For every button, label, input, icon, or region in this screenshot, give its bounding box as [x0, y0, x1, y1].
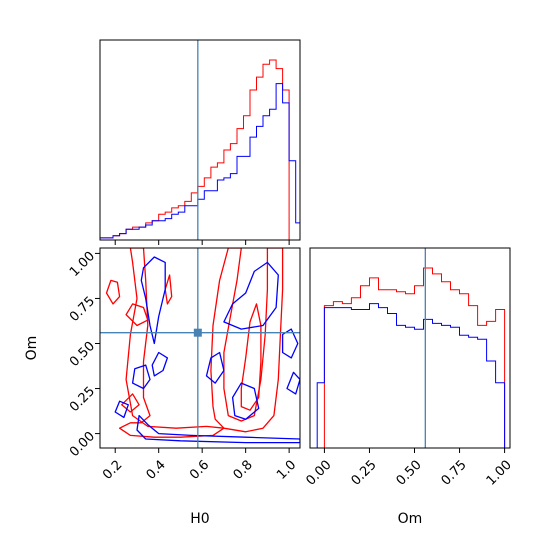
contour-6: [164, 274, 173, 305]
h0-x-tick-label-1: 0.4: [144, 458, 169, 483]
contour-4: [125, 303, 149, 327]
om-y-tick-label-4: 1.00: [67, 249, 98, 280]
om-y-tick-label-2: 0.50: [67, 339, 98, 370]
h0-histogram-series-0: [99, 59, 290, 240]
om-marginal-x-tick-label-3: 0.75: [439, 458, 470, 489]
om-marginal-panel: 0.00 0.25 0.50 0.75 1.00 Om: [304, 247, 515, 527]
contour-16: [114, 400, 129, 419]
h0-x-tick-label-2: 0.6: [187, 458, 212, 483]
contour-0: [210, 248, 284, 433]
h0-om-frame: [99, 247, 301, 449]
om-marginal-frame: [309, 247, 511, 449]
contour-10: [151, 351, 169, 377]
om-marginal-x-tick-label-0: 0.00: [304, 458, 335, 489]
om-marginal-plot-area: [316, 248, 506, 448]
h0-marginal-frame: [99, 39, 301, 241]
h0-marginal-ticks: [114, 240, 290, 245]
om-histogram-series-0: [323, 267, 506, 448]
h0-marginal-plot-area: [99, 40, 301, 240]
h0-x-tick-label-0: 0.2: [100, 458, 125, 483]
contour-3: [105, 279, 121, 305]
contour-8: [140, 256, 166, 345]
contour-14: [281, 328, 299, 359]
om-marginal-x-tick-label-2: 0.50: [394, 458, 425, 489]
om-y-tick-label-0: 0.00: [67, 429, 98, 460]
contour-15: [286, 371, 300, 395]
contour-12: [205, 351, 225, 384]
h0-x-tick-label-3: 0.8: [231, 458, 256, 483]
h0-om-contours: [105, 248, 300, 444]
x-axis-label-h0: H0: [190, 511, 209, 527]
om-y-tick-label-1: 0.25: [67, 384, 98, 415]
contour-1: [240, 303, 262, 411]
contour-5: [121, 393, 140, 413]
om-marginal-x-tick-label-1: 0.25: [349, 458, 380, 489]
h0-histogram-series-1: [99, 83, 301, 240]
y-axis-label-om: Om: [24, 336, 40, 361]
h0-marginal-panel: [99, 39, 301, 245]
contour-11: [223, 261, 279, 330]
h0-om-plot-area: [100, 248, 300, 448]
h0-x-tick-label-4: 1.0: [274, 458, 299, 483]
om-marginal-x-tick-label-4: 1.00: [484, 458, 515, 489]
contour-9: [131, 364, 151, 390]
om-histogram-series-1: [316, 303, 506, 448]
contour-13: [231, 382, 260, 420]
om-marginal-ticks: 0.00 0.25 0.50 0.75 1.00: [304, 448, 515, 489]
x-axis-label-om: Om: [398, 511, 423, 527]
om-y-tick-label-3: 0.75: [67, 294, 98, 325]
contour-7: [136, 414, 300, 444]
h0-om-contour-panel: 0.2 0.4 0.6 0.8 1.0 0.00 0.25 0.50 0.75 1.00 H0 O…: [24, 247, 301, 527]
truth-marker: [193, 328, 202, 337]
